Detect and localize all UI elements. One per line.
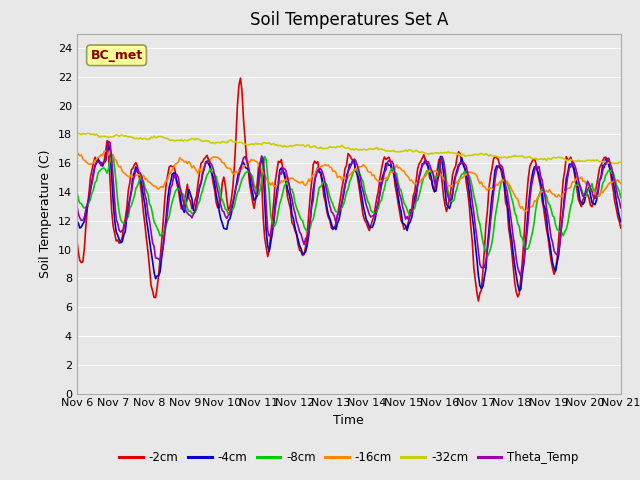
Line: -8cm: -8cm: [77, 155, 621, 257]
Theta_Temp: [73, 203, 81, 208]
-32cm: [255, 141, 262, 146]
-16cm: [264, 178, 271, 184]
-16cm: [522, 208, 529, 214]
-16cm: [103, 147, 111, 153]
-32cm: [617, 159, 625, 165]
-4cm: [312, 169, 320, 175]
-4cm: [255, 179, 262, 184]
Theta_Temp: [312, 172, 320, 178]
Line: -4cm: -4cm: [77, 144, 621, 290]
Theta_Temp: [105, 138, 113, 144]
-16cm: [237, 166, 244, 172]
-16cm: [589, 189, 597, 194]
-8cm: [617, 194, 625, 200]
-2cm: [255, 163, 262, 169]
-8cm: [589, 188, 597, 194]
Y-axis label: Soil Temperature (C): Soil Temperature (C): [39, 149, 52, 278]
-16cm: [141, 177, 149, 182]
-8cm: [108, 152, 115, 157]
-4cm: [515, 288, 523, 293]
-2cm: [589, 198, 597, 204]
-16cm: [617, 180, 625, 186]
-2cm: [312, 160, 320, 166]
-32cm: [588, 158, 596, 164]
-8cm: [312, 202, 320, 207]
Theta_Temp: [237, 167, 244, 173]
-16cm: [312, 168, 320, 174]
-2cm: [237, 75, 244, 81]
Title: Soil Temperatures Set A: Soil Temperatures Set A: [250, 11, 448, 29]
-2cm: [235, 82, 243, 88]
Theta_Temp: [255, 182, 262, 188]
-8cm: [73, 188, 81, 194]
-8cm: [255, 192, 262, 198]
-2cm: [140, 210, 147, 216]
Theta_Temp: [517, 274, 525, 279]
-4cm: [73, 218, 81, 224]
-2cm: [617, 225, 625, 231]
Line: -2cm: -2cm: [77, 78, 621, 301]
-32cm: [85, 131, 93, 136]
-8cm: [237, 181, 244, 187]
Theta_Temp: [264, 228, 271, 234]
Theta_Temp: [617, 205, 625, 211]
-4cm: [237, 165, 244, 170]
-32cm: [73, 131, 81, 137]
-8cm: [264, 174, 271, 180]
X-axis label: Time: Time: [333, 414, 364, 427]
-4cm: [589, 201, 597, 206]
-8cm: [484, 254, 492, 260]
-4cm: [141, 203, 149, 208]
Line: -16cm: -16cm: [77, 150, 621, 211]
-32cm: [141, 135, 149, 141]
-8cm: [141, 184, 149, 190]
-2cm: [474, 298, 482, 304]
-4cm: [264, 243, 271, 249]
Text: BC_met: BC_met: [90, 49, 143, 62]
Legend: -2cm, -4cm, -8cm, -16cm, -32cm, Theta_Temp: -2cm, -4cm, -8cm, -16cm, -32cm, Theta_Te…: [115, 446, 583, 469]
Theta_Temp: [589, 194, 597, 200]
-4cm: [105, 141, 113, 147]
-2cm: [73, 236, 81, 242]
-4cm: [617, 219, 625, 225]
-16cm: [255, 162, 262, 168]
Theta_Temp: [141, 192, 149, 198]
-32cm: [264, 140, 271, 146]
-32cm: [237, 140, 244, 145]
-16cm: [73, 149, 81, 155]
-2cm: [264, 254, 271, 260]
Line: -32cm: -32cm: [77, 133, 621, 164]
-32cm: [312, 144, 320, 150]
Line: Theta_Temp: Theta_Temp: [77, 141, 621, 276]
-32cm: [604, 161, 611, 167]
